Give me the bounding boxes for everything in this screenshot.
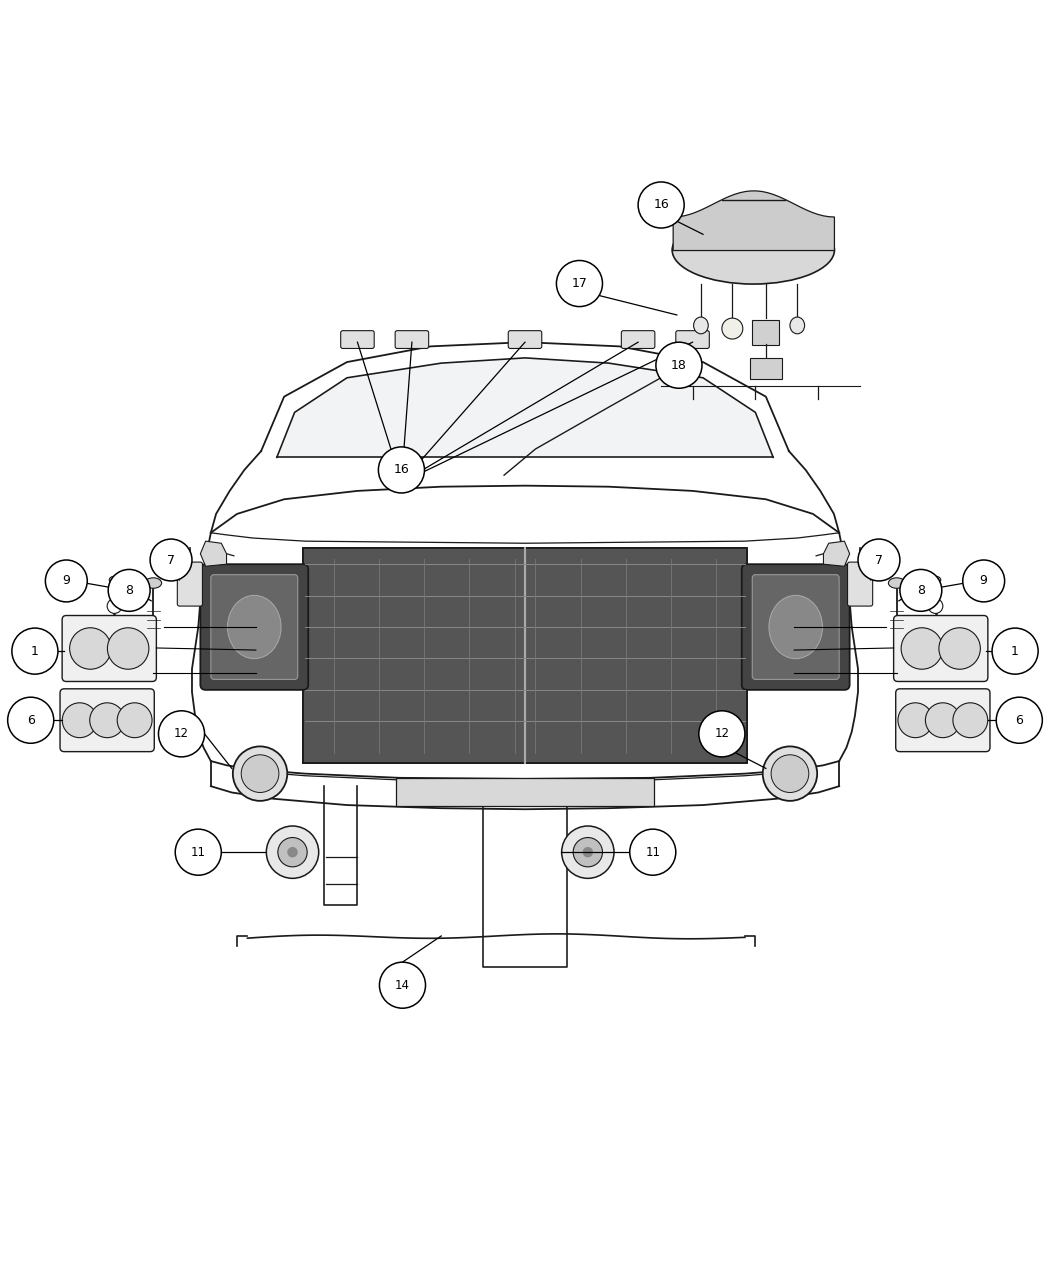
FancyBboxPatch shape xyxy=(201,565,309,690)
Text: 7: 7 xyxy=(875,553,883,566)
Circle shape xyxy=(630,829,676,875)
Circle shape xyxy=(898,703,932,738)
Ellipse shape xyxy=(930,576,941,584)
Text: 16: 16 xyxy=(653,199,669,212)
Ellipse shape xyxy=(722,317,742,339)
Circle shape xyxy=(379,963,425,1009)
Circle shape xyxy=(278,838,308,867)
Circle shape xyxy=(939,627,981,669)
Circle shape xyxy=(928,599,943,613)
Circle shape xyxy=(107,599,122,613)
Text: 9: 9 xyxy=(980,575,988,588)
Ellipse shape xyxy=(888,578,905,588)
Text: 6: 6 xyxy=(1015,714,1024,727)
Polygon shape xyxy=(277,358,773,458)
Circle shape xyxy=(7,697,54,743)
Text: 9: 9 xyxy=(62,575,70,588)
FancyBboxPatch shape xyxy=(741,565,849,690)
FancyBboxPatch shape xyxy=(211,575,298,680)
Text: 7: 7 xyxy=(167,553,175,566)
Polygon shape xyxy=(823,541,849,566)
FancyBboxPatch shape xyxy=(752,575,839,680)
FancyBboxPatch shape xyxy=(396,778,654,806)
Circle shape xyxy=(562,826,614,878)
Text: 6: 6 xyxy=(26,714,35,727)
Circle shape xyxy=(858,539,900,581)
Ellipse shape xyxy=(672,215,835,284)
FancyBboxPatch shape xyxy=(60,688,154,752)
FancyBboxPatch shape xyxy=(896,688,990,752)
Text: 18: 18 xyxy=(671,358,687,372)
Polygon shape xyxy=(201,541,227,566)
Text: 14: 14 xyxy=(395,979,410,992)
Circle shape xyxy=(573,838,603,867)
Circle shape xyxy=(556,260,603,306)
Circle shape xyxy=(89,703,125,738)
Ellipse shape xyxy=(694,317,709,334)
FancyBboxPatch shape xyxy=(340,330,374,348)
Circle shape xyxy=(583,847,593,857)
Circle shape xyxy=(12,629,58,674)
Text: 12: 12 xyxy=(174,727,189,741)
FancyBboxPatch shape xyxy=(750,358,781,379)
FancyBboxPatch shape xyxy=(303,548,747,764)
Circle shape xyxy=(69,627,111,669)
Circle shape xyxy=(159,710,205,757)
FancyBboxPatch shape xyxy=(622,330,655,348)
Circle shape xyxy=(992,629,1038,674)
Circle shape xyxy=(233,746,288,801)
Ellipse shape xyxy=(790,317,804,334)
Circle shape xyxy=(118,703,152,738)
Circle shape xyxy=(175,829,222,875)
Circle shape xyxy=(62,703,97,738)
Circle shape xyxy=(996,697,1043,743)
Text: 11: 11 xyxy=(191,845,206,858)
Circle shape xyxy=(150,539,192,581)
Text: 11: 11 xyxy=(646,845,660,858)
FancyBboxPatch shape xyxy=(752,320,779,346)
Ellipse shape xyxy=(769,595,822,659)
Ellipse shape xyxy=(228,595,281,659)
Circle shape xyxy=(267,826,319,878)
Circle shape xyxy=(699,710,744,757)
FancyBboxPatch shape xyxy=(847,562,873,606)
Text: 1: 1 xyxy=(30,645,39,658)
FancyBboxPatch shape xyxy=(676,330,710,348)
FancyBboxPatch shape xyxy=(62,616,156,681)
Circle shape xyxy=(45,560,87,602)
FancyBboxPatch shape xyxy=(395,330,428,348)
FancyBboxPatch shape xyxy=(508,330,542,348)
Circle shape xyxy=(378,448,424,493)
Text: 8: 8 xyxy=(917,584,925,597)
Circle shape xyxy=(638,182,685,228)
Circle shape xyxy=(771,755,808,793)
Ellipse shape xyxy=(109,576,120,584)
Text: 16: 16 xyxy=(394,463,410,477)
Circle shape xyxy=(901,627,943,669)
Text: 8: 8 xyxy=(125,584,133,597)
Text: 17: 17 xyxy=(571,277,587,289)
Text: 12: 12 xyxy=(714,727,730,741)
FancyBboxPatch shape xyxy=(894,616,988,681)
Circle shape xyxy=(925,703,961,738)
Circle shape xyxy=(242,755,279,793)
Circle shape xyxy=(288,847,298,857)
Text: 1: 1 xyxy=(1011,645,1020,658)
Circle shape xyxy=(762,746,817,801)
Circle shape xyxy=(953,703,988,738)
Ellipse shape xyxy=(145,578,162,588)
Circle shape xyxy=(900,570,942,611)
Circle shape xyxy=(107,627,149,669)
FancyBboxPatch shape xyxy=(177,562,203,606)
Circle shape xyxy=(963,560,1005,602)
Circle shape xyxy=(656,342,702,389)
Circle shape xyxy=(108,570,150,611)
